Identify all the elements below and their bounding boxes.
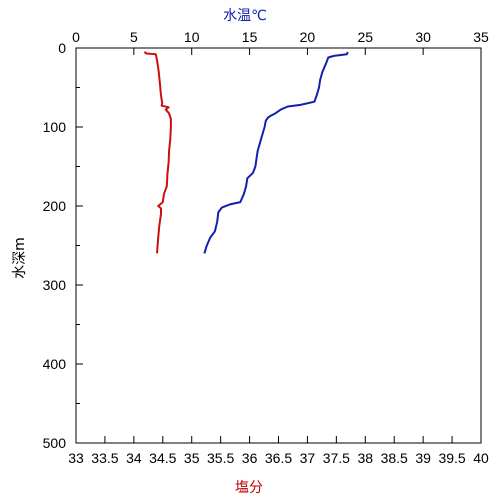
plot-frame <box>75 47 482 444</box>
bottom-tick-label: 34.5 <box>149 450 176 466</box>
bottom-tick-label: 34 <box>126 450 142 466</box>
bottom-tick-label: 38 <box>357 450 373 466</box>
bottom-tick-label: 38.5 <box>381 450 408 466</box>
top-tick-label: 30 <box>415 29 431 45</box>
salinity-series-line <box>143 51 172 254</box>
left-tick-label: 100 <box>43 119 67 135</box>
left-tick-label: 500 <box>43 435 67 451</box>
bottom-tick-label: 33 <box>68 450 84 466</box>
bottom-tick-label: 36 <box>242 450 258 466</box>
left-axis-ticks: 0 100 200 300 400 500 <box>43 40 83 451</box>
bottom-tick-label: 35 <box>184 450 200 466</box>
temperature-series-line <box>203 51 349 254</box>
bottom-tick-label: 40 <box>473 450 489 466</box>
top-tick-label: 10 <box>184 29 200 45</box>
top-tick-label: 35 <box>473 29 489 45</box>
bottom-tick-label: 39 <box>415 450 431 466</box>
bottom-tick-label: 33.5 <box>91 450 118 466</box>
bottom-tick-label: 36.5 <box>265 450 292 466</box>
top-axis-ticks: 0 5 10 15 20 25 30 35 <box>72 29 489 55</box>
top-tick-label: 0 <box>72 29 80 45</box>
bottom-axis-title: 塩分 <box>235 480 263 496</box>
bottom-tick-label: 39.5 <box>438 450 465 466</box>
bottom-tick-label: 37.5 <box>323 450 350 466</box>
left-tick-label: 200 <box>43 198 67 214</box>
left-tick-label: 0 <box>58 40 66 56</box>
top-tick-label: 5 <box>130 29 138 45</box>
top-tick-label: 20 <box>300 29 316 45</box>
top-tick-label: 15 <box>242 29 258 45</box>
left-tick-label: 400 <box>43 356 67 372</box>
bottom-tick-label: 35.5 <box>207 450 234 466</box>
bottom-tick-label: 37 <box>300 450 316 466</box>
top-tick-label: 25 <box>357 29 373 45</box>
top-axis-title: 水温℃ <box>223 8 267 24</box>
left-tick-label: 300 <box>43 277 67 293</box>
left-axis-title: 水深m <box>12 237 28 279</box>
series-layer <box>143 51 349 254</box>
bottom-axis-ticks: 33 33.5 34 34.5 35 35.5 36 36.5 37 37.5 38 38.5 39 39… <box>68 436 489 466</box>
